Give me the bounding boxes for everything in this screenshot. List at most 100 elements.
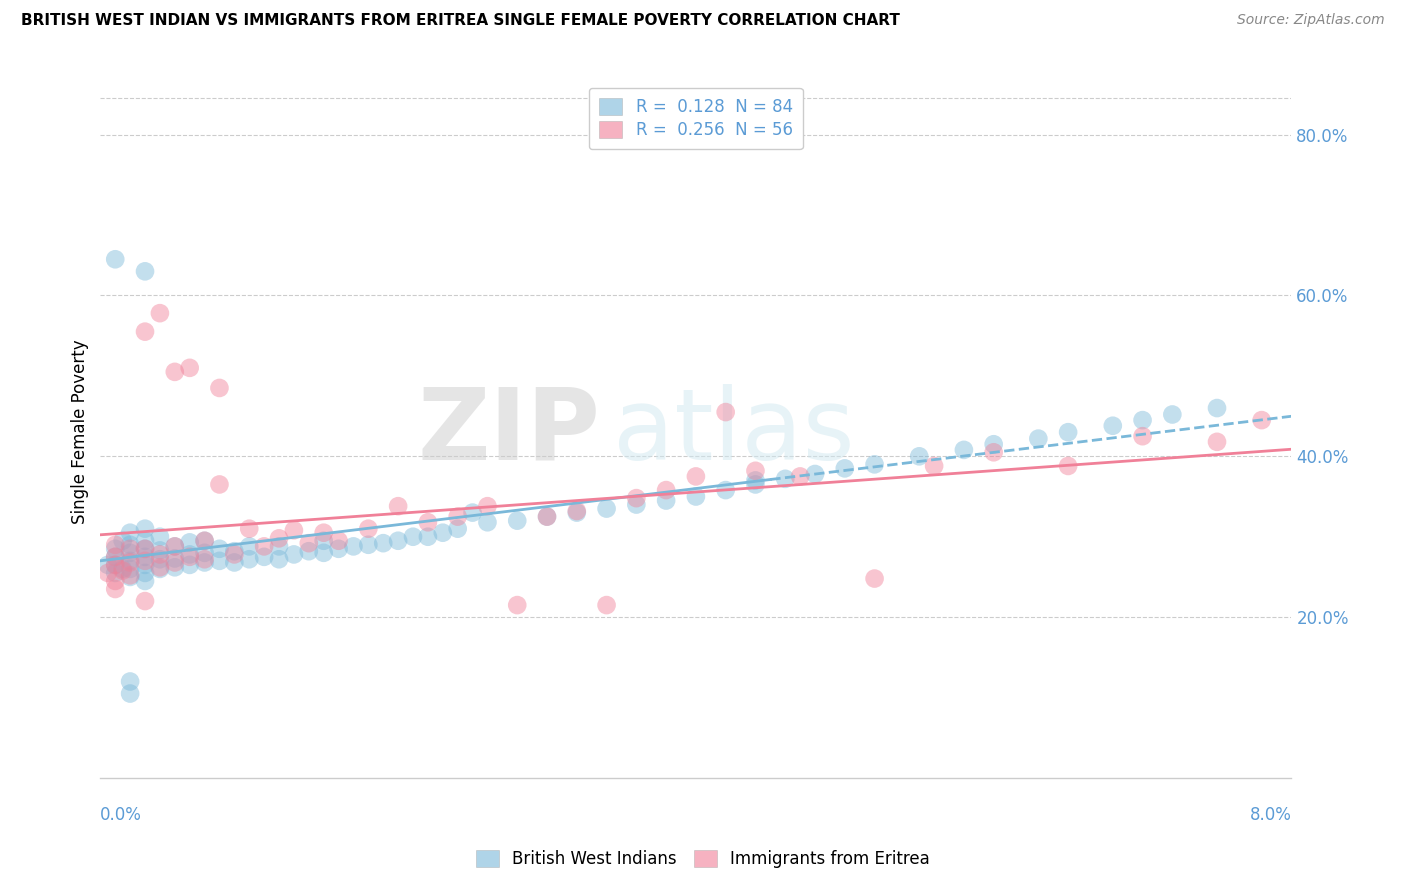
Point — [134, 541, 156, 556]
Text: 0.0%: 0.0% — [100, 805, 142, 823]
Point — [194, 556, 217, 570]
Point — [461, 506, 484, 520]
Point — [120, 568, 142, 582]
Point — [267, 552, 290, 566]
Point — [179, 549, 201, 564]
Point — [283, 548, 305, 562]
Point — [224, 544, 246, 558]
Point — [208, 554, 231, 568]
Point — [1250, 413, 1272, 427]
Point — [685, 469, 707, 483]
Point — [134, 558, 156, 572]
Point — [477, 515, 499, 529]
Point — [179, 360, 201, 375]
Point — [536, 509, 558, 524]
Text: Source: ZipAtlas.com: Source: ZipAtlas.com — [1237, 13, 1385, 28]
Text: BRITISH WEST INDIAN VS IMMIGRANTS FROM ERITREA SINGLE FEMALE POVERTY CORRELATION: BRITISH WEST INDIAN VS IMMIGRANTS FROM E… — [21, 13, 900, 29]
Point — [432, 525, 454, 540]
Point — [208, 381, 231, 395]
Point — [163, 540, 186, 554]
Point — [104, 582, 127, 596]
Point — [104, 538, 127, 552]
Point — [120, 687, 142, 701]
Point — [953, 442, 976, 457]
Point — [298, 536, 321, 550]
Point — [328, 533, 350, 548]
Point — [373, 536, 395, 550]
Point — [1028, 432, 1050, 446]
Legend: R =  0.128  N = 84, R =  0.256  N = 56: R = 0.128 N = 84, R = 0.256 N = 56 — [589, 87, 803, 149]
Point — [194, 533, 217, 548]
Point — [104, 541, 127, 556]
Point — [387, 499, 409, 513]
Point — [357, 538, 380, 552]
Point — [194, 552, 217, 566]
Point — [685, 490, 707, 504]
Point — [149, 562, 172, 576]
Point — [104, 558, 127, 572]
Point — [111, 562, 134, 576]
Point — [267, 540, 290, 554]
Point — [134, 549, 156, 564]
Text: 8.0%: 8.0% — [1250, 805, 1292, 823]
Point — [238, 540, 260, 554]
Point — [447, 509, 470, 524]
Point — [208, 541, 231, 556]
Point — [104, 574, 127, 588]
Point — [804, 467, 827, 481]
Point — [655, 493, 678, 508]
Point — [283, 524, 305, 538]
Point — [863, 572, 886, 586]
Point — [922, 458, 945, 473]
Point — [402, 530, 425, 544]
Point — [1206, 434, 1229, 449]
Point — [506, 514, 529, 528]
Point — [744, 477, 766, 491]
Y-axis label: Single Female Poverty: Single Female Poverty — [72, 340, 89, 524]
Point — [163, 556, 186, 570]
Point — [744, 474, 766, 488]
Point — [179, 548, 201, 562]
Point — [655, 483, 678, 497]
Point — [447, 522, 470, 536]
Point — [149, 543, 172, 558]
Point — [253, 540, 276, 554]
Point — [104, 549, 127, 564]
Point — [134, 566, 156, 580]
Point — [267, 532, 290, 546]
Point — [120, 541, 142, 556]
Point — [163, 560, 186, 574]
Point — [134, 264, 156, 278]
Point — [97, 566, 120, 580]
Point — [120, 556, 142, 570]
Point — [104, 252, 127, 267]
Point — [1101, 418, 1123, 433]
Point — [595, 598, 617, 612]
Point — [565, 506, 588, 520]
Point — [1132, 429, 1154, 443]
Point — [134, 533, 156, 548]
Point — [1057, 458, 1080, 473]
Point — [224, 556, 246, 570]
Point — [357, 522, 380, 536]
Point — [208, 477, 231, 491]
Point — [506, 598, 529, 612]
Point — [120, 538, 142, 552]
Point — [595, 501, 617, 516]
Point — [626, 498, 648, 512]
Text: ZIP: ZIP — [418, 384, 600, 481]
Point — [120, 525, 142, 540]
Point — [342, 540, 364, 554]
Point — [104, 549, 127, 564]
Point — [834, 461, 856, 475]
Legend: British West Indians, Immigrants from Eritrea: British West Indians, Immigrants from Er… — [470, 843, 936, 875]
Point — [111, 533, 134, 548]
Point — [416, 530, 439, 544]
Point — [536, 509, 558, 524]
Point — [224, 548, 246, 562]
Point — [565, 504, 588, 518]
Point — [312, 546, 335, 560]
Point — [149, 548, 172, 562]
Point — [179, 558, 201, 572]
Point — [163, 551, 186, 566]
